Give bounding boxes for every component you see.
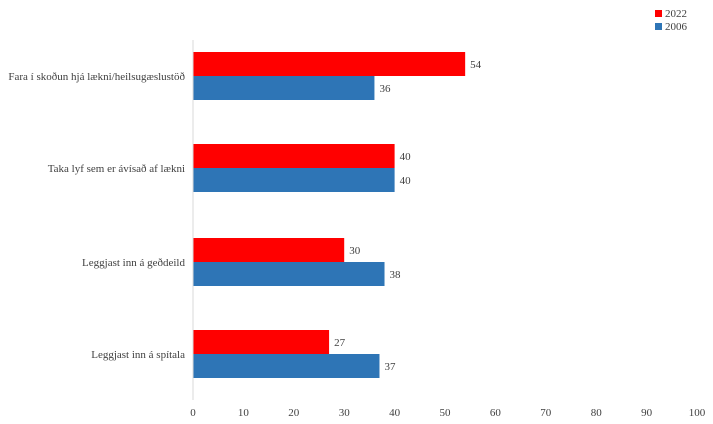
data-label: 40: [400, 151, 412, 163]
x-tick-label: 100: [689, 407, 706, 419]
bar-2006-3: [193, 354, 380, 378]
bar-2022-3: [193, 330, 330, 354]
category-label: Fara í skoðun hjá lækni/heilsugæslustöð: [8, 71, 185, 83]
bar-2006-1: [193, 168, 395, 192]
legend-swatch: [655, 23, 662, 30]
bars-group: [193, 52, 466, 378]
data-labels: 54 36 40 40 30 38 27 37: [334, 59, 482, 373]
category-label: Leggjast inn á geðdeild: [82, 257, 185, 269]
data-label: 30: [349, 245, 361, 257]
legend-label: 2022: [665, 8, 687, 20]
bar-2022-0: [193, 52, 466, 76]
x-tick-label: 10: [238, 407, 250, 419]
x-tick-label: 0: [190, 407, 196, 419]
x-tick-label: 40: [389, 407, 401, 419]
category-label: Taka lyf sem er ávísað af lækni: [48, 163, 185, 175]
legend-swatch: [655, 10, 662, 17]
x-tick-label: 80: [591, 407, 603, 419]
category-labels: Fara í skoðun hjá lækni/heilsugæslustöð T…: [8, 71, 185, 361]
x-tick-label: 30: [339, 407, 351, 419]
bar-2022-1: [193, 144, 395, 168]
bar-2006-2: [193, 262, 385, 286]
x-tick-label: 60: [490, 407, 502, 419]
x-tick-label: 90: [641, 407, 653, 419]
x-axis-ticks: 0 10 20 30 40 50 60 70 80 90 100: [190, 407, 706, 419]
x-tick-label: 70: [540, 407, 552, 419]
bar-2022-2: [193, 238, 345, 262]
x-tick-label: 50: [440, 407, 452, 419]
data-label: 36: [379, 83, 391, 95]
data-label: 40: [400, 175, 412, 187]
data-label: 54: [470, 59, 482, 71]
legend-label: 2006: [665, 21, 688, 33]
bar-2006-0: [193, 76, 375, 100]
data-label: 38: [390, 269, 402, 281]
data-label: 37: [384, 361, 396, 373]
category-label: Leggjast inn á spítala: [91, 349, 185, 361]
x-tick-label: 20: [288, 407, 300, 419]
data-label: 27: [334, 337, 346, 349]
